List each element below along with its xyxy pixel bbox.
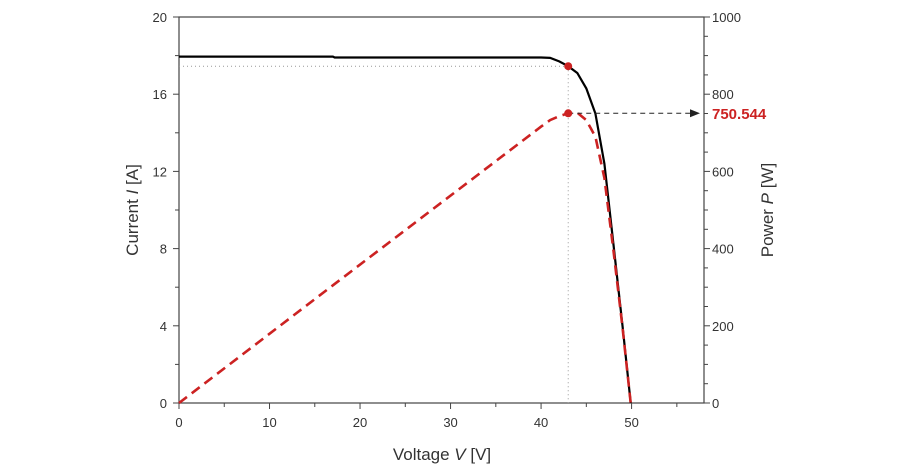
y-right-tick-label: 400: [712, 242, 734, 257]
current-curve: [179, 55, 632, 404]
y-left-tick-label: 16: [153, 87, 167, 102]
y-right-tick-label: 600: [712, 164, 734, 179]
x-tick-label: 30: [443, 415, 457, 430]
y-left-tick-label: 4: [160, 319, 167, 334]
x-tick-label: 10: [262, 415, 276, 430]
y-left-tick-label: 8: [160, 242, 167, 257]
x-tick-label: 0: [175, 415, 182, 430]
y-right-tick-label: 200: [712, 319, 734, 334]
mpp-current-point: [564, 62, 573, 71]
y-right-tick-label: 0: [712, 396, 719, 411]
y-left-tick-label: 20: [153, 10, 167, 25]
max-power-label: 750.544: [712, 106, 767, 123]
y-left-tick-label: 12: [153, 164, 167, 179]
arrow-head-icon: [690, 109, 700, 118]
power-curve: [178, 111, 632, 405]
x-tick-label: 20: [353, 415, 367, 430]
y-right-tick-label: 800: [712, 87, 734, 102]
y-axis-left-label: Current I [A]: [123, 164, 142, 256]
x-tick-label: 50: [624, 415, 638, 430]
y-right-tick-label: 1000: [712, 10, 741, 25]
x-tick-label: 40: [534, 415, 548, 430]
y-axis-right-label: Power P [W]: [758, 163, 777, 257]
x-axis-label: Voltage V [V]: [393, 445, 491, 464]
y-left-tick-label: 0: [160, 396, 167, 411]
mpp-power-point: [564, 109, 573, 118]
